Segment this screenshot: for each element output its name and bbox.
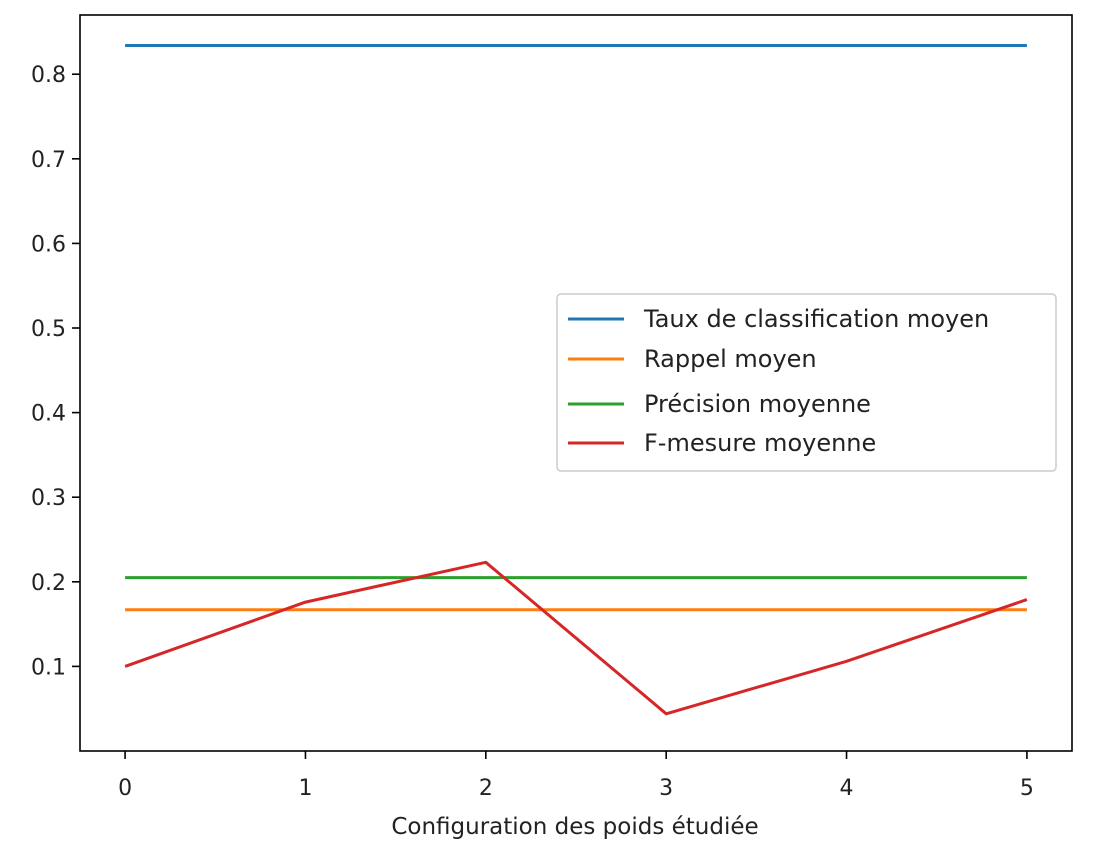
series-line-3: [124, 560, 1028, 716]
x-tick-label: 1: [298, 776, 312, 801]
x-axis-label: Configuration des poids étudiée: [391, 814, 758, 840]
plot-frame: [79, 14, 1073, 752]
legend-label-2: Précision moyenne: [644, 390, 871, 418]
legend: Taux de classification moyen Rappel moyen…: [556, 293, 1057, 472]
y-tick-label: 0.3: [31, 486, 66, 511]
y-tick-label: 0.2: [31, 571, 66, 596]
y-tick-label: 0.1: [31, 655, 66, 680]
legend-label-0: Taux de classification moyen: [643, 305, 989, 333]
legend-box: [556, 293, 1057, 472]
legend-label-3: F-mesure moyenne: [644, 429, 876, 457]
series-layer: [124, 44, 1028, 716]
x-tick-label: 0: [118, 776, 132, 801]
y-tick-label: 0.4: [31, 402, 66, 427]
x-tick-label: 2: [479, 776, 493, 801]
y-tick-label: 0.5: [31, 317, 66, 342]
x-tick-label: 3: [659, 776, 673, 801]
y-tick-label: 0.7: [31, 148, 66, 173]
x-tick-label: 4: [840, 776, 854, 801]
y-tick-label: 0.6: [31, 232, 66, 257]
legend-label-1: Rappel moyen: [644, 345, 817, 373]
y-tick-label: 0.8: [31, 63, 66, 88]
axes-layer: 0 1 2 3 4 5 0.1 0.2 0.3 0.4 0.5 0.6 0.7 0.8: [31, 63, 1034, 801]
x-tick-label: 5: [1020, 776, 1034, 801]
